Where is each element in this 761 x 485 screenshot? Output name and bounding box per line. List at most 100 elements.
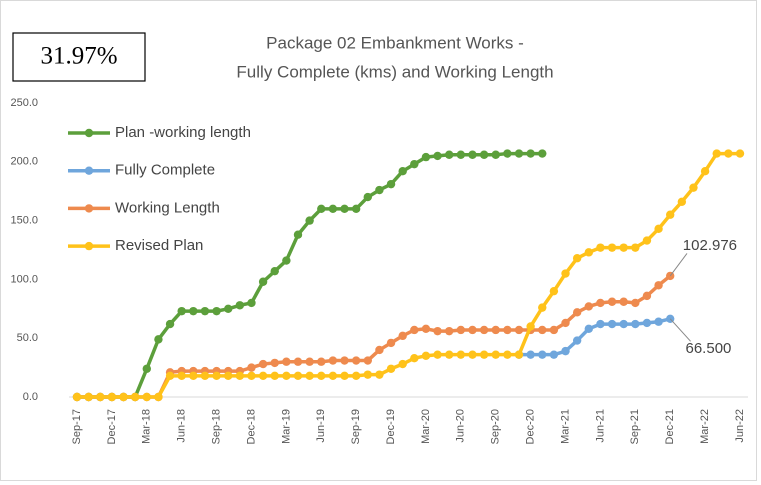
series-marker xyxy=(189,371,198,381)
series-marker xyxy=(398,331,407,341)
series-marker xyxy=(107,392,117,402)
series-marker xyxy=(282,256,291,265)
series-marker xyxy=(421,152,431,162)
series-marker xyxy=(258,359,268,369)
series-marker xyxy=(293,230,303,239)
series-marker xyxy=(631,243,640,252)
series-marker xyxy=(398,167,407,176)
series-marker xyxy=(445,350,454,359)
series-marker xyxy=(479,325,489,335)
series-marker xyxy=(235,371,245,381)
x-tick-label: Jun-22 xyxy=(734,409,746,443)
series-marker xyxy=(572,254,582,263)
series-marker xyxy=(270,371,279,381)
y-tick-label: 100.0 xyxy=(10,273,38,285)
series-marker xyxy=(584,248,593,257)
y-tick-label: 150.0 xyxy=(10,215,38,227)
series-marker xyxy=(735,149,745,158)
series-marker xyxy=(468,350,477,359)
series-marker xyxy=(189,306,198,316)
legend-marker xyxy=(84,166,94,175)
series-marker xyxy=(375,345,384,355)
series-marker xyxy=(596,243,605,252)
series-marker xyxy=(351,371,361,381)
series-marker xyxy=(619,243,628,252)
series-marker xyxy=(282,357,291,366)
series-marker xyxy=(177,306,186,316)
series-marker xyxy=(317,357,326,366)
series-marker xyxy=(631,298,640,308)
x-tick-label: Mar-19 xyxy=(280,409,292,444)
series-marker xyxy=(619,319,628,329)
x-tick-label: Jun-19 xyxy=(315,409,327,443)
series-marker xyxy=(375,370,384,379)
series-marker xyxy=(410,325,419,335)
annotation: 31.97% xyxy=(40,43,117,70)
series-line xyxy=(77,274,672,399)
x-tick-label: Dec-20 xyxy=(525,409,537,444)
series-marker xyxy=(130,392,140,402)
series-marker xyxy=(538,149,547,158)
x-tick-label: Dec-21 xyxy=(664,409,676,444)
series-marker xyxy=(154,392,163,402)
series-marker xyxy=(212,371,221,381)
x-tick-label: Sep-21 xyxy=(629,409,641,444)
series-marker xyxy=(165,371,175,381)
annotation-box xyxy=(12,32,146,82)
series-marker xyxy=(340,356,349,365)
series-marker xyxy=(340,204,349,214)
series-marker xyxy=(479,150,489,159)
series-marker xyxy=(398,359,407,369)
series-marker xyxy=(270,358,279,368)
series-marker xyxy=(282,371,291,381)
series-marker xyxy=(572,308,582,317)
series-marker xyxy=(293,371,303,381)
series-marker xyxy=(200,371,210,381)
series-marker xyxy=(584,302,593,311)
series-marker xyxy=(84,392,93,402)
x-tick-label: Sep-18 xyxy=(210,409,222,444)
series-marker xyxy=(538,325,547,335)
value-label-callout xyxy=(669,318,691,342)
series-marker xyxy=(503,149,512,158)
series-marker xyxy=(549,350,559,359)
x-tick-label: Dec-17 xyxy=(106,409,118,444)
series-marker xyxy=(456,325,466,335)
series-marker xyxy=(224,304,233,313)
x-tick-label: Jun-21 xyxy=(594,409,606,443)
legend-label: Fully Complete xyxy=(115,162,215,179)
series-marker xyxy=(317,204,326,214)
series-marker xyxy=(514,350,524,359)
series-marker xyxy=(526,149,535,158)
series-marker xyxy=(270,266,279,276)
series-marker xyxy=(712,149,721,158)
series-marker xyxy=(375,185,384,195)
series-marker xyxy=(503,325,512,335)
chart-subtitle: Fully Complete (kms) and Working Length xyxy=(236,62,553,81)
series-marker xyxy=(305,216,314,225)
series-marker xyxy=(142,364,151,373)
series-marker xyxy=(700,167,710,176)
series-marker xyxy=(642,291,652,301)
x-tick-label: Mar-18 xyxy=(141,409,153,444)
legend-label: Working Length xyxy=(115,199,220,216)
series-marker xyxy=(142,392,151,402)
series-marker xyxy=(642,236,652,245)
series-line xyxy=(77,151,740,399)
series-marker xyxy=(456,350,466,359)
x-tick-label: Dec-18 xyxy=(245,409,257,444)
series-marker xyxy=(538,303,547,312)
value-label: 66.500 xyxy=(686,340,732,357)
series-marker xyxy=(119,392,128,402)
legend-label: Revised Plan xyxy=(115,237,203,254)
series-marker xyxy=(258,277,268,286)
series-marker xyxy=(328,356,338,365)
series-marker xyxy=(503,350,512,359)
series-marker xyxy=(654,281,663,290)
x-tick-label: Mar-21 xyxy=(559,409,571,444)
series-marker xyxy=(363,192,372,202)
series-marker xyxy=(96,392,105,402)
series-marker xyxy=(526,350,535,359)
series-marker xyxy=(340,371,349,381)
series-marker xyxy=(421,324,431,333)
